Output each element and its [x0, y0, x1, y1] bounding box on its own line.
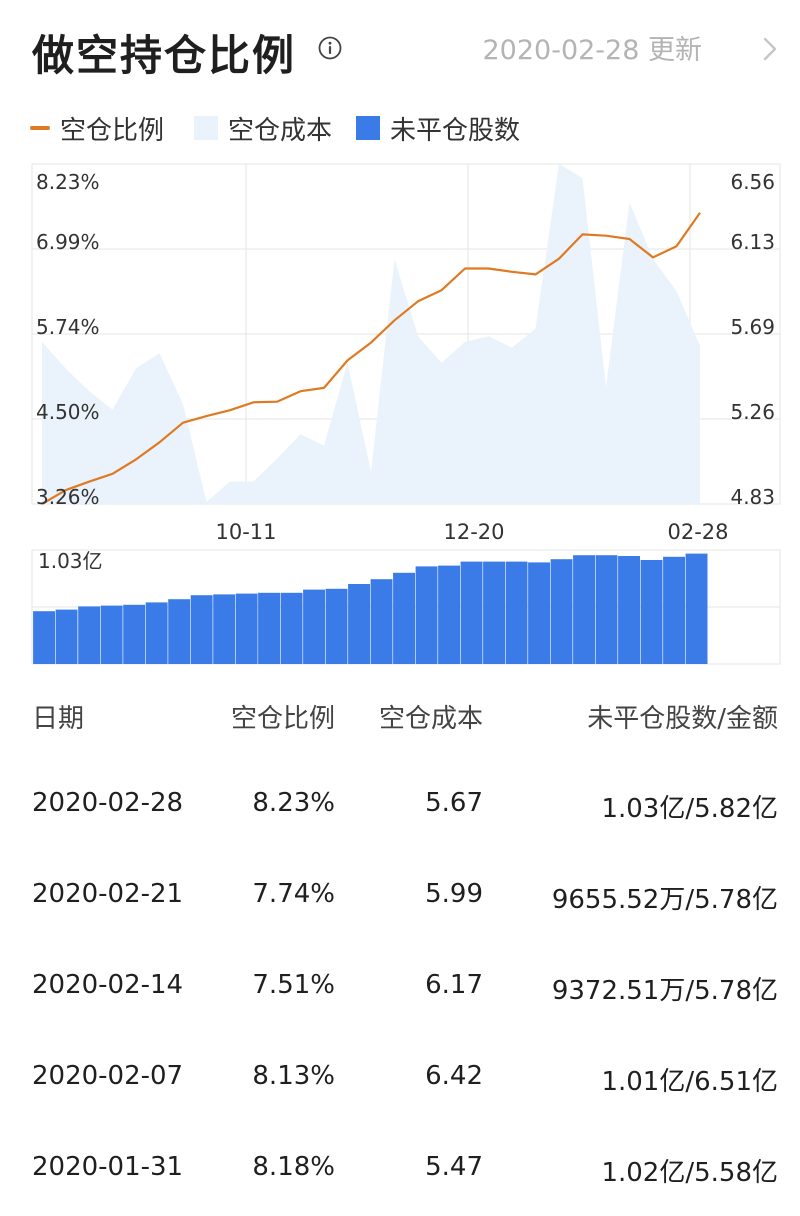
legend-item-shares[interactable]: 未平仓股数: [356, 110, 520, 146]
shares-bar: [235, 593, 258, 664]
table-row[interactable]: 2020-02-21 7.74% 5.99 9655.52万/5.78亿: [0, 851, 800, 943]
y-left-tick-label: 6.99%: [36, 230, 100, 254]
page-title: 做空持仓比例: [32, 31, 297, 80]
row-amount: 1.01亿/6.51亿: [601, 1067, 778, 1097]
shares-bar: [348, 584, 370, 664]
shares-bar: [168, 599, 191, 664]
shares-bar: [213, 594, 236, 664]
bar-swatch-icon: [356, 116, 380, 140]
short-interest-chart[interactable]: 8.23% 6.99% 5.74% 4.50% 3.26% 6.56 6.13 5.69 5.2…: [0, 150, 800, 670]
shares-bar: [438, 565, 460, 664]
row-date: 2020-01-31: [32, 1152, 184, 1182]
shares-bar: [145, 602, 168, 664]
shares-bar: [640, 560, 663, 664]
y-right-tick-label: 6.56: [730, 170, 775, 194]
shares-bar: [685, 553, 708, 664]
y-left-tick-label: 3.26%: [36, 485, 100, 509]
shares-bar: [100, 605, 123, 664]
bar-y-label: 1.03亿: [38, 549, 103, 573]
header-date[interactable]: 日期: [32, 704, 85, 734]
chart-legend: 空仓比例 空仓成本 未平仓股数: [30, 110, 790, 146]
y-right-tick-label: 5.26: [730, 400, 775, 424]
y-left-tick-label: 8.23%: [36, 170, 100, 194]
legend-item-cost[interactable]: 空仓成本: [194, 110, 332, 146]
table-header: 日期 空仓比例 空仓成本 未平仓股数/金额: [0, 690, 800, 740]
table-row[interactable]: 2020-02-07 8.13% 6.42 1.01亿/6.51亿: [0, 1033, 800, 1125]
table-row[interactable]: 2020-02-28 8.23% 5.67 1.03亿/5.82亿: [0, 760, 800, 852]
row-cost: 6.42: [425, 1061, 483, 1091]
shares-bar: [123, 604, 146, 664]
chevron-right-icon[interactable]: [760, 36, 780, 62]
info-icon[interactable]: [318, 36, 342, 60]
row-date: 2020-02-14: [32, 970, 184, 1000]
row-cost: 6.17: [425, 970, 483, 1000]
legend-label: 未平仓股数: [390, 115, 521, 146]
shares-bar: [393, 572, 415, 664]
shares-bar: [550, 559, 573, 664]
shares-bar: [483, 561, 505, 664]
header-amount[interactable]: 未平仓股数/金额: [587, 704, 778, 734]
y-left-tick-label: 5.74%: [36, 315, 100, 339]
legend-label: 空仓成本: [228, 115, 333, 146]
shares-bar: [78, 606, 101, 664]
row-date: 2020-02-07: [32, 1061, 184, 1091]
y-right-tick-label: 4.83: [730, 485, 775, 509]
shares-bar: [303, 589, 325, 664]
legend-label: 空仓比例: [60, 115, 165, 146]
row-date: 2020-02-21: [32, 879, 184, 909]
row-amount: 9655.52万/5.78亿: [551, 885, 778, 915]
y-right-tick-label: 6.13: [730, 230, 775, 254]
row-cost: 5.67: [425, 788, 483, 818]
table-row[interactable]: 2020-02-14 7.51% 6.17 9372.51万/5.78亿: [0, 942, 800, 1034]
shares-bar: [595, 555, 618, 664]
shares-bar: [505, 561, 528, 664]
x-tick-label: 10-11: [215, 520, 276, 544]
shares-bar: [573, 555, 595, 664]
row-cost: 5.47: [425, 1152, 483, 1182]
row-date: 2020-02-28: [32, 788, 184, 818]
shares-bar: [280, 592, 303, 664]
header-ratio[interactable]: 空仓比例: [230, 704, 335, 734]
legend-item-ratio[interactable]: 空仓比例: [30, 110, 164, 146]
shares-bar: [258, 592, 280, 664]
header-cost[interactable]: 空仓成本: [378, 704, 483, 734]
shares-bar: [460, 561, 483, 664]
update-timestamp: 2020-02-28 更新: [482, 35, 703, 66]
area-swatch-icon: [194, 116, 218, 140]
shares-bar: [55, 609, 78, 664]
shares-bar: [33, 611, 55, 664]
page-header: 做空持仓比例 2020-02-28 更新: [0, 0, 800, 95]
shares-bar: [663, 556, 685, 664]
row-ratio: 7.74%: [252, 879, 335, 909]
shares-bar: [325, 588, 348, 664]
line-swatch-icon: [30, 126, 50, 130]
shares-bar: [528, 562, 550, 664]
row-ratio: 8.13%: [252, 1061, 335, 1091]
y-right-tick-label: 5.69: [730, 315, 775, 339]
row-amount: 9372.51万/5.78亿: [551, 976, 778, 1006]
cost-area-series: [42, 164, 700, 504]
ratio-line-series: [41, 212, 701, 505]
row-amount: 1.02亿/5.58亿: [601, 1158, 778, 1188]
row-cost: 5.99: [425, 879, 483, 909]
row-ratio: 7.51%: [252, 970, 335, 1000]
shares-bar: [370, 579, 393, 664]
shares-bar: [618, 556, 640, 664]
row-ratio: 8.18%: [252, 1152, 335, 1182]
row-ratio: 8.23%: [252, 788, 335, 818]
row-amount: 1.03亿/5.82亿: [601, 794, 778, 824]
table-row[interactable]: 2020-01-31 8.18% 5.47 1.02亿/5.58亿: [0, 1124, 800, 1216]
x-tick-label: 12-20: [443, 520, 504, 544]
x-tick-label: 02-28: [667, 520, 728, 544]
y-left-tick-label: 4.50%: [36, 400, 100, 424]
shares-bar: [190, 595, 213, 664]
shares-bar: [415, 566, 438, 664]
